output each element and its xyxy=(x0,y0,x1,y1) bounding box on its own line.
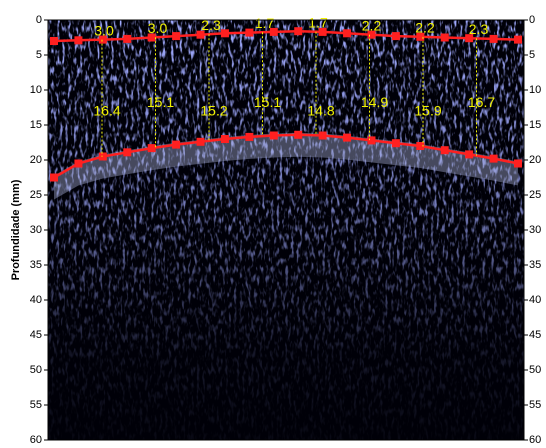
y-tick-label-right: 55 xyxy=(529,399,541,411)
y-tick-label: 35 xyxy=(30,259,42,271)
y-axis-label: Profundidade (mm) xyxy=(10,179,22,280)
y-tick-label: 55 xyxy=(30,399,42,411)
y-tick-label-right: 0 xyxy=(529,14,535,26)
top-thickness-label: 1.7 xyxy=(308,14,328,30)
y-tick-label: 0 xyxy=(36,14,42,26)
y-tick-label: 25 xyxy=(30,189,42,201)
ultrasound-texture xyxy=(48,20,524,440)
y-tick-label: 20 xyxy=(30,154,42,166)
y-tick-label-right: 10 xyxy=(529,84,541,96)
y-tick-label-right: 15 xyxy=(529,119,541,131)
y-tick-label-right: 40 xyxy=(529,294,541,306)
thickness-label: 15.9 xyxy=(414,102,441,118)
boundary-marker xyxy=(99,153,107,161)
boundary-marker xyxy=(490,155,498,163)
y-tick-label-right: 25 xyxy=(529,189,541,201)
boundary-marker xyxy=(490,35,498,43)
boundary-marker xyxy=(319,132,327,140)
boundary-marker xyxy=(245,133,253,141)
y-tick-label: 45 xyxy=(30,329,42,341)
boundary-marker xyxy=(294,27,302,35)
y-tick-label: 40 xyxy=(30,294,42,306)
y-tick-label-right: 45 xyxy=(529,329,541,341)
boundary-marker xyxy=(172,32,180,40)
y-tick-label: 30 xyxy=(30,224,42,236)
boundary-marker xyxy=(367,136,375,144)
boundary-marker xyxy=(74,36,82,44)
boundary-marker xyxy=(50,37,58,45)
y-tick-label-right: 35 xyxy=(529,259,541,271)
top-thickness-label: 2.2 xyxy=(415,20,435,36)
y-tick-label: 5 xyxy=(36,49,42,61)
boundary-marker xyxy=(514,36,522,44)
y-tick-label-right: 30 xyxy=(529,224,541,236)
boundary-marker xyxy=(465,150,473,158)
chart: Profundidade (mm) 0055101015152020252530… xyxy=(0,0,546,443)
y-tick-label-right: 50 xyxy=(529,364,541,376)
thickness-label: 14.9 xyxy=(361,94,388,110)
boundary-marker xyxy=(221,29,229,37)
thickness-label: 16.7 xyxy=(468,94,495,110)
top-thickness-label: 3.0 xyxy=(94,22,114,38)
y-tick-label: 10 xyxy=(30,84,42,96)
boundary-marker xyxy=(123,35,131,43)
y-tick-label: 60 xyxy=(30,434,42,443)
boundary-marker xyxy=(123,148,131,156)
y-tick-label-right: 60 xyxy=(529,434,541,443)
boundary-marker xyxy=(514,160,522,168)
y-tick-label: 15 xyxy=(30,119,42,131)
boundary-marker xyxy=(294,131,302,139)
boundary-marker xyxy=(270,132,278,140)
boundary-marker xyxy=(441,34,449,42)
top-thickness-label: 2.3 xyxy=(469,21,489,37)
boundary-marker xyxy=(245,29,253,37)
boundary-marker xyxy=(392,139,400,147)
thickness-label: 14.8 xyxy=(307,102,334,118)
boundary-marker xyxy=(221,135,229,143)
thickness-label: 16.4 xyxy=(93,102,120,118)
boundary-marker xyxy=(148,144,156,152)
top-thickness-label: 1.7 xyxy=(255,15,275,31)
thickness-label: 15.1 xyxy=(147,94,174,110)
boundary-marker xyxy=(74,160,82,168)
boundary-marker xyxy=(50,174,58,182)
y-tick-label: 50 xyxy=(30,364,42,376)
y-tick-label-right: 20 xyxy=(529,154,541,166)
boundary-marker xyxy=(392,32,400,40)
boundary-marker xyxy=(172,141,180,149)
thickness-label: 15.1 xyxy=(254,94,281,110)
y-tick-label-right: 5 xyxy=(529,49,535,61)
top-thickness-label: 2.3 xyxy=(201,17,221,33)
top-thickness-label: 3.0 xyxy=(148,20,168,36)
boundary-marker xyxy=(441,146,449,154)
boundary-marker xyxy=(343,134,351,142)
boundary-marker xyxy=(343,29,351,37)
boundary-marker xyxy=(197,138,205,146)
thickness-label: 15.2 xyxy=(200,102,227,118)
